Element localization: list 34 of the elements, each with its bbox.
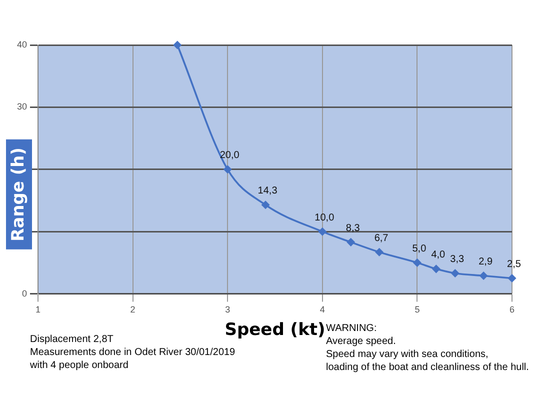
point xyxy=(413,258,422,267)
point xyxy=(173,41,182,49)
point xyxy=(432,265,440,273)
data-label: 6,7 xyxy=(374,232,389,244)
point xyxy=(346,238,355,246)
text: Displacement 2,8T xyxy=(30,334,114,345)
x-tick-label: 3 xyxy=(225,304,230,315)
point xyxy=(318,228,326,236)
data-label: 5,0 xyxy=(412,243,427,254)
point xyxy=(508,274,516,282)
y-tick-label: 30 xyxy=(16,102,28,112)
y-axis-title: Range (h) xyxy=(8,147,28,242)
x-axis-title: Speed (kt) xyxy=(224,320,326,340)
text: WARNING: Average speed. Speed may vary with sea conditions, loading of the boat and cleanliness of the hull. xyxy=(326,322,530,374)
data-label: 2,9 xyxy=(478,256,493,268)
x-tick-label: 4 xyxy=(320,304,325,315)
data-label: 10,0 xyxy=(314,212,335,224)
text: Measurements done in Odet River 30/01/2019 with 4 people onboard xyxy=(30,346,236,372)
data-label: 2,5 xyxy=(507,259,522,270)
x-tick-label: 1 xyxy=(36,304,41,315)
x-tick-label: 5 xyxy=(414,304,420,315)
data-label: 4,0 xyxy=(431,250,446,261)
data-label: 3,3 xyxy=(450,254,465,266)
point xyxy=(375,248,384,256)
data-label: 14,3 xyxy=(258,186,278,197)
point xyxy=(480,272,488,280)
point xyxy=(451,269,460,278)
y-tick-label: 0 xyxy=(22,288,28,298)
y-tick-label: 40 xyxy=(16,39,28,50)
x-tick-label: 6 xyxy=(509,304,515,315)
point xyxy=(262,200,270,209)
x-tick-label: 2 xyxy=(130,304,136,315)
point xyxy=(224,166,232,174)
data-label: 20,0 xyxy=(220,150,240,162)
